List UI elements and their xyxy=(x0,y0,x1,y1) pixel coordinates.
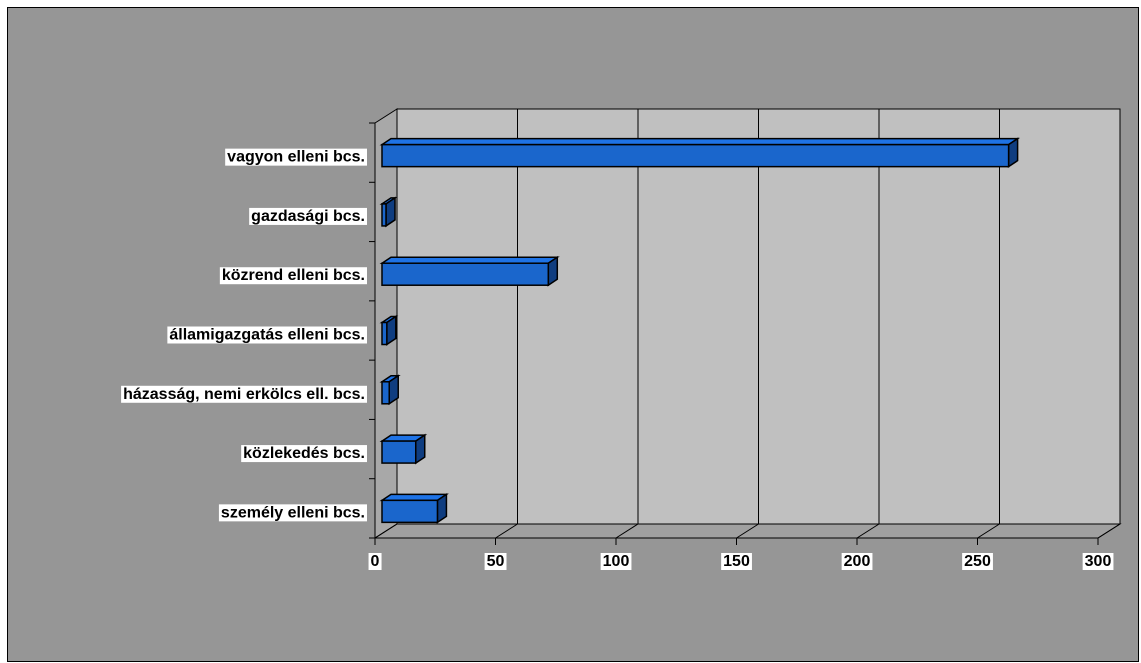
floor-gridline xyxy=(1097,523,1121,539)
label-background xyxy=(1082,553,1114,570)
floor-gridline xyxy=(615,523,639,539)
x-tick-label: 150 xyxy=(723,553,750,570)
category-label: közlekedés bcs. xyxy=(243,445,365,462)
bar xyxy=(379,492,449,524)
label-background xyxy=(121,385,367,403)
category-label: államigazgatás elleni bcs. xyxy=(169,327,365,344)
x-tick-label: 200 xyxy=(844,553,871,570)
bar-side-face xyxy=(386,315,397,346)
bar xyxy=(379,137,1021,169)
bar xyxy=(379,374,401,406)
bar-front-face xyxy=(381,203,387,227)
label-background xyxy=(841,553,873,570)
bar-side-face xyxy=(388,374,399,406)
bar xyxy=(379,315,399,346)
category-label: gazdasági bcs. xyxy=(251,208,365,225)
bar-front-face xyxy=(381,143,1010,168)
label-background xyxy=(368,553,382,570)
floor-gridline xyxy=(495,523,518,539)
bar-side-face xyxy=(385,196,396,228)
category-label: házasság, nemi erkölcs ell. bcs. xyxy=(123,386,365,403)
label-background xyxy=(249,207,367,225)
floor-gridline xyxy=(374,523,398,539)
label-background xyxy=(225,148,367,166)
bar-side-face xyxy=(1007,137,1019,169)
floor-gridline xyxy=(977,523,1000,539)
bar-front-face xyxy=(381,499,439,524)
chart-area: 0 50 100 150 200 250 300 vagyon elleni bcs. gazd… xyxy=(7,7,1139,662)
label-background xyxy=(241,445,367,463)
bar-top-face xyxy=(379,493,449,502)
x-tick-label: 250 xyxy=(964,553,991,570)
label-background xyxy=(219,267,367,285)
label-background xyxy=(218,504,367,522)
bar xyxy=(379,255,560,287)
category-label: személy elleni bcs. xyxy=(221,504,365,521)
bar xyxy=(379,196,398,228)
bar-side-face xyxy=(436,492,448,524)
bar-side-face xyxy=(547,255,559,287)
label-background xyxy=(721,553,752,570)
bar-chart: 0 50 100 150 200 250 300 vagyon elleni bcs. gazd… xyxy=(121,108,1122,570)
label-background xyxy=(484,553,507,570)
x-tick-label: 0 xyxy=(371,553,380,570)
floor-gridline xyxy=(736,523,759,539)
bar-front-face xyxy=(381,440,417,464)
bar-top-face xyxy=(379,137,1021,146)
label-background xyxy=(962,553,993,570)
floor-gridline xyxy=(856,523,880,539)
x-tick-label: 300 xyxy=(1085,553,1112,570)
category-label: közrend elleni bcs. xyxy=(222,267,365,284)
bar xyxy=(379,433,428,465)
x-tick-label: 50 xyxy=(487,553,505,570)
label-background xyxy=(167,326,367,344)
x-tick-label: 100 xyxy=(603,553,630,570)
label-background xyxy=(600,553,632,570)
bar-front-face xyxy=(381,321,388,346)
bar-front-face xyxy=(381,381,390,405)
bar-top-face xyxy=(379,256,560,264)
category-label: vagyon elleni bcs. xyxy=(227,149,365,166)
bar-side-face xyxy=(414,433,426,465)
bar-front-face xyxy=(381,262,550,286)
